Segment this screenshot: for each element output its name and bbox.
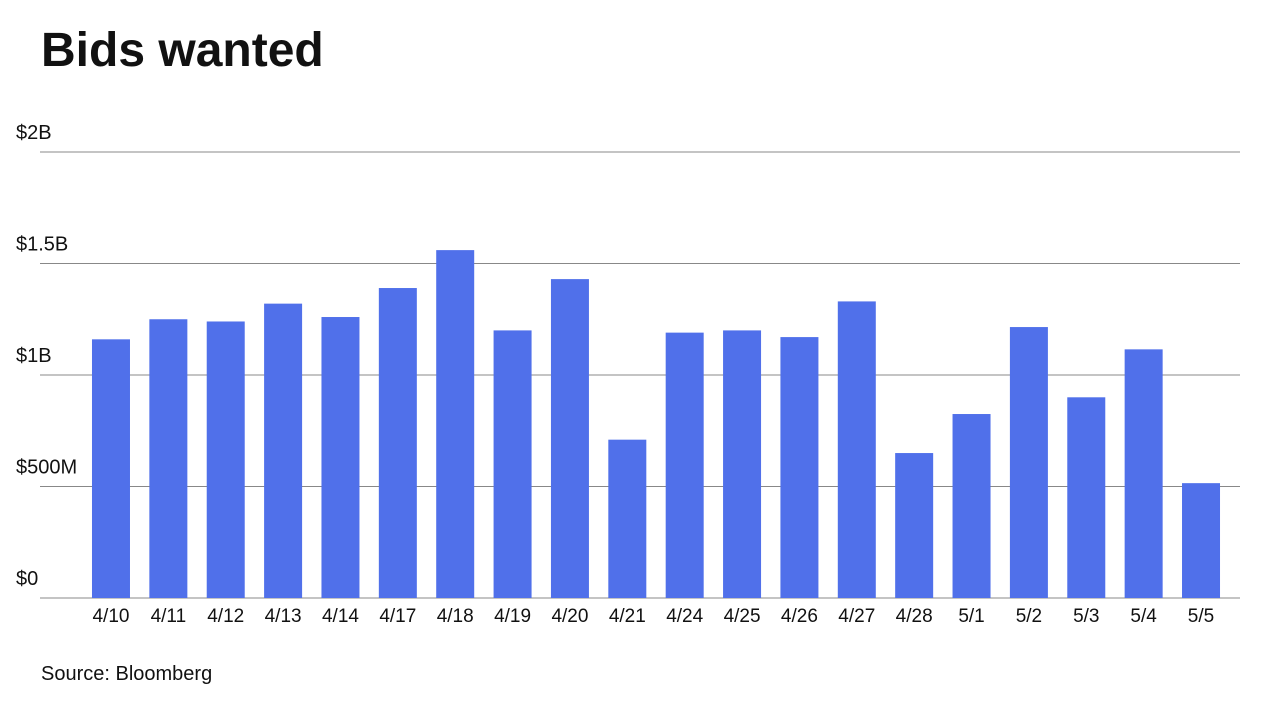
- x-tick-label: 5/4: [1130, 606, 1157, 627]
- x-tick-label: 4/27: [838, 606, 875, 627]
- y-tick-label: $1.5B: [16, 234, 68, 256]
- bar: [206, 321, 245, 598]
- bar: [91, 339, 130, 598]
- bar: [149, 319, 188, 598]
- x-tick-label: 4/17: [379, 606, 416, 627]
- y-tick-label: $500M: [16, 457, 77, 479]
- x-tick-label: 4/12: [207, 606, 244, 627]
- bar: [550, 279, 589, 598]
- bar: [1009, 327, 1048, 598]
- x-tick-label: 4/10: [92, 606, 129, 627]
- bar: [1182, 483, 1221, 598]
- bar: [1067, 397, 1106, 598]
- bar: [264, 303, 303, 598]
- bar: [952, 414, 991, 598]
- bar: [895, 453, 934, 598]
- source: Source: Bloomberg: [41, 663, 212, 685]
- x-tick-label: 4/13: [265, 606, 302, 627]
- bar: [665, 332, 704, 598]
- x-tick-label: 4/11: [151, 606, 187, 627]
- bar: [723, 330, 762, 598]
- x-tick-label: 4/25: [724, 606, 761, 627]
- y-tick-label: $1B: [16, 345, 52, 367]
- bar: [1124, 349, 1163, 598]
- x-tick-label: 5/2: [1016, 606, 1042, 627]
- x-tick-label: 4/21: [609, 606, 646, 627]
- x-tick-label: 4/26: [781, 606, 818, 627]
- x-tick-label: 4/18: [437, 606, 474, 627]
- y-tick-label: $2B: [16, 122, 52, 144]
- bar: [321, 317, 360, 598]
- chart-title: Bids wanted: [41, 24, 324, 77]
- x-tick-label: 4/14: [322, 606, 359, 627]
- bar: [378, 288, 417, 598]
- y-tick-label: $0: [16, 568, 38, 590]
- x-tick-label: 5/3: [1073, 606, 1099, 627]
- x-tick-label: 5/1: [958, 606, 984, 627]
- x-tick-label: 4/28: [896, 606, 933, 627]
- x-tick-label: 4/20: [551, 606, 588, 627]
- bar: [493, 330, 532, 598]
- x-tick-label: 4/24: [666, 606, 703, 627]
- x-tick-label: 4/19: [494, 606, 531, 627]
- bar: [780, 337, 819, 598]
- bar: [837, 301, 876, 598]
- bar: [436, 250, 475, 598]
- x-tick-label: 5/5: [1188, 606, 1214, 627]
- bar: [608, 439, 647, 598]
